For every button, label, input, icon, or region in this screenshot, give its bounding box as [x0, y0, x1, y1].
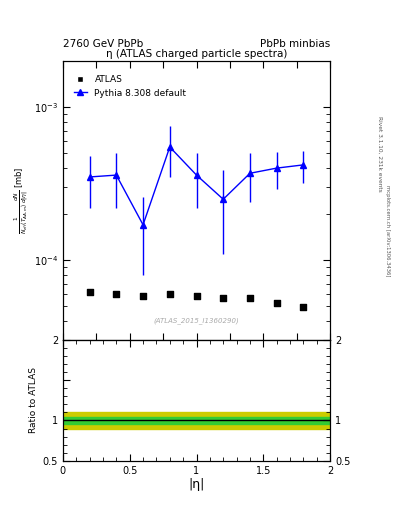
Text: 2760 GeV PbPb: 2760 GeV PbPb [63, 38, 143, 49]
Title: η (ATLAS charged particle spectra): η (ATLAS charged particle spectra) [106, 49, 287, 59]
Text: Rivet 3.1.10, 231k events: Rivet 3.1.10, 231k events [377, 116, 382, 191]
Legend: ATLAS, Pythia 8.308 default: ATLAS, Pythia 8.308 default [70, 72, 190, 101]
Point [274, 299, 280, 307]
Y-axis label: $\frac{1}{N_{eff}\langle T_{AA,m}\rangle}\frac{dN}{d|\eta|}$ [mb]: $\frac{1}{N_{eff}\langle T_{AA,m}\rangle… [12, 167, 29, 234]
Y-axis label: Ratio to ATLAS: Ratio to ATLAS [29, 367, 39, 433]
Point [300, 303, 307, 311]
X-axis label: |η|: |η| [188, 478, 205, 492]
Point [247, 294, 253, 303]
Point [140, 292, 146, 300]
Text: mcplots.cern.ch [arXiv:1306.3436]: mcplots.cern.ch [arXiv:1306.3436] [385, 185, 389, 276]
Point [167, 290, 173, 298]
Point [193, 292, 200, 300]
Point [220, 294, 226, 303]
Text: PbPb minbias: PbPb minbias [260, 38, 330, 49]
Point [113, 290, 119, 298]
Text: (ATLAS_2015_I1360290): (ATLAS_2015_I1360290) [154, 317, 239, 324]
Point [86, 288, 93, 296]
